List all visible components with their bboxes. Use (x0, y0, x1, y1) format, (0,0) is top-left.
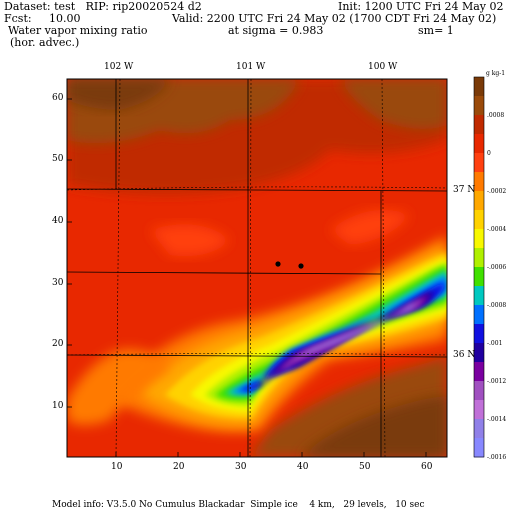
color-bar (473, 76, 485, 458)
color-bar-swatch (474, 381, 484, 401)
lon-label: 100 W (368, 62, 398, 72)
color-bar-swatch (474, 267, 484, 287)
y-tick-label: 20 (52, 339, 64, 349)
contour-field (67, 79, 447, 457)
color-bar-frame (473, 76, 485, 458)
legend-label: -.0002 (487, 188, 507, 195)
legend-label: -.0016 (487, 454, 507, 461)
color-bar-swatch (474, 134, 484, 154)
color-bar-swatch (474, 229, 484, 249)
color-bar-swatch (474, 96, 484, 116)
dataset-label: Dataset: test RIP: rip20020524 d2 (4, 0, 202, 13)
x-tick-label: 40 (297, 462, 309, 472)
color-bar-swatch (474, 419, 484, 439)
legend-label: -.001 (487, 340, 503, 347)
legend-label: -.0014 (487, 416, 507, 423)
plot-frame (66, 78, 448, 458)
lat-label: 37 N (453, 185, 476, 195)
color-bar-swatch (474, 115, 484, 135)
legend-label: 0 (487, 150, 491, 157)
lat-label: 36 N (453, 350, 476, 360)
x-tick-label: 60 (421, 462, 433, 472)
fcst-label: Fcst: 10.00 (4, 12, 81, 25)
model-info: Model info: V3.5.0 No Cumulus Blackadar … (52, 500, 425, 510)
city-marker (275, 261, 281, 267)
color-bar-swatch (474, 77, 484, 97)
borders (66, 79, 448, 457)
legend-label: -.0008 (487, 302, 507, 309)
legend-label: .0008 (487, 112, 505, 119)
advection-label: (hor. advec.) (10, 36, 80, 49)
x-tick-label: 10 (111, 462, 123, 472)
color-bar-swatch (474, 248, 484, 268)
color-bar-swatch (474, 286, 484, 306)
y-tick-label: 10 (52, 401, 64, 411)
city-marker (298, 263, 304, 269)
x-tick-label: 50 (359, 462, 371, 472)
lon-label: 102 W (104, 62, 134, 72)
legend-label: -.0012 (487, 378, 507, 385)
color-bar-swatch (474, 210, 484, 230)
axis-ticks (67, 98, 427, 457)
color-bar-swatch (474, 362, 484, 382)
color-bar-swatch (474, 153, 484, 173)
color-bar-swatch (474, 172, 484, 192)
color-bar-swatch (474, 324, 484, 344)
legend-label: -.0006 (487, 264, 507, 271)
smoothing-label: sm= 1 (418, 24, 454, 37)
y-tick-label: 50 (52, 154, 64, 164)
sigma-label: at sigma = 0.983 (228, 24, 324, 37)
color-bar-swatch (474, 191, 484, 211)
field-label: Water vapor mixing ratio (8, 24, 148, 37)
legend-unit: g kg-1 (486, 70, 506, 77)
x-tick-label: 20 (173, 462, 185, 472)
x-tick-label: 30 (235, 462, 247, 472)
color-bar-swatch (474, 305, 484, 325)
legend-label: -.0004 (487, 226, 507, 233)
valid-label: Valid: 2200 UTC Fri 24 May 02 (1700 CDT … (172, 12, 497, 25)
y-tick-label: 40 (52, 216, 64, 226)
y-tick-label: 60 (52, 93, 64, 103)
init-label: Init: 1200 UTC Fri 24 May 02 (338, 0, 504, 13)
y-tick-label: 30 (52, 278, 64, 288)
color-bar-swatch (474, 438, 484, 458)
color-bar-swatch (474, 400, 484, 420)
color-bar-swatch (474, 343, 484, 363)
lon-label: 101 W (236, 62, 266, 72)
latlon-grid (66, 78, 448, 458)
